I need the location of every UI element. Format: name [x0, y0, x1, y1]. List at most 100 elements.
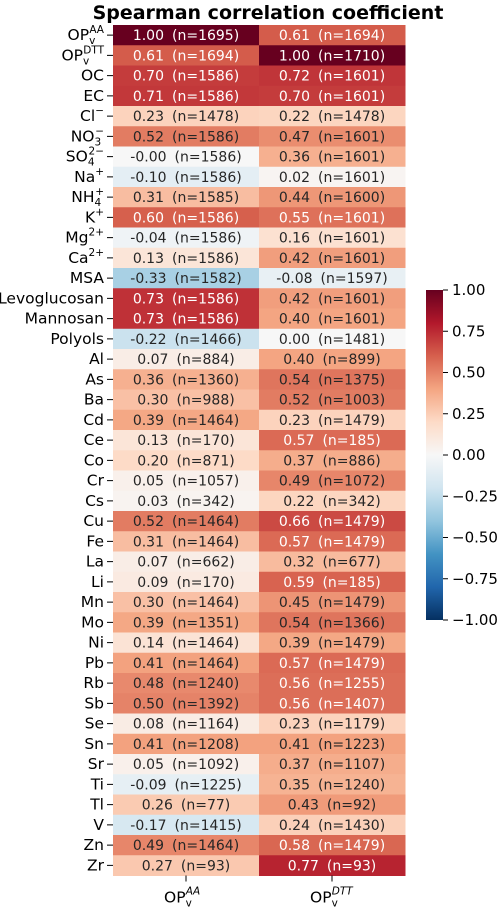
cell-n: (n=1582) [175, 271, 242, 287]
heatmap-cell [113, 288, 260, 309]
cell-label: 0.52 (n=1003) [279, 393, 385, 409]
row-label-part: OP [61, 46, 83, 64]
cell-n: (n=1479) [318, 534, 385, 550]
cell-value: 0.16 [279, 231, 310, 247]
cell-value: 0.42 [279, 251, 310, 267]
heatmap-cell [259, 430, 406, 451]
column-label-sup: DTT [332, 886, 354, 898]
row-label: Levoglucosan [0, 289, 104, 307]
cell-label: 0.03 (n=342) [137, 494, 234, 510]
heatmap-cell [259, 328, 406, 350]
cell-value: 0.70 [279, 89, 310, 105]
cell-n: (n=342) [322, 494, 380, 510]
row-label-part: Sb [84, 694, 104, 712]
row-label: OC [81, 67, 104, 85]
colorbar-tick-label: 1.00 [452, 281, 485, 299]
cell-n: (n=1240) [172, 676, 239, 692]
cell-label: 0.20 (n=871) [137, 453, 234, 469]
cell-n: (n=170) [176, 575, 234, 591]
cell-n: (n=1710) [318, 48, 385, 64]
cell-value: 0.31 [133, 534, 164, 550]
row-label-part: Ba [84, 391, 104, 409]
row-label: Al [89, 350, 104, 368]
cell-label: 0.73 (n=1586) [133, 312, 239, 328]
cell-n: (n=342) [176, 494, 234, 510]
heatmap-cell [259, 612, 406, 633]
cell-label: 0.59 (n=185) [283, 575, 380, 591]
cell-n: (n=1478) [318, 109, 385, 125]
heatmap-cell [113, 227, 260, 249]
row-label-part: v [89, 35, 95, 47]
cell-n: (n=1351) [172, 615, 239, 631]
cell-label: -0.22 (n=1466) [130, 332, 241, 348]
cell-value: 0.39 [133, 615, 164, 631]
heatmap-cell [113, 308, 260, 330]
row-label-part: Cr [87, 472, 105, 490]
cell-value: 0.26 [142, 798, 173, 814]
cell-label: 0.70 (n=1586) [133, 69, 239, 85]
row-label: Ba [84, 391, 104, 409]
row-label-part: Polyols [50, 330, 104, 348]
row-label: Mannosan [25, 310, 104, 328]
heatmap-cell [113, 673, 260, 694]
cell-n: (n=185) [322, 433, 380, 449]
cell-n: (n=1208) [172, 737, 239, 753]
cell-n: (n=1694) [172, 48, 239, 64]
cell-label: 0.42 (n=1601) [279, 291, 385, 307]
heatmap-cell [259, 855, 406, 876]
row-label-part: Na [74, 168, 95, 186]
row-label: MSA [70, 269, 104, 287]
cell-label: 0.72 (n=1601) [279, 69, 385, 85]
cell-label: 0.14 (n=1464) [133, 636, 239, 652]
cell-n: (n=1464) [172, 413, 239, 429]
cell-value: 0.73 [133, 312, 164, 328]
cell-label: 0.40 (n=1601) [279, 312, 385, 328]
row-label: V [93, 816, 104, 834]
heatmap-cell [113, 207, 260, 228]
row-label: As [85, 370, 104, 388]
row-label-part: Ca [68, 249, 88, 267]
heatmap-cell [113, 855, 260, 876]
heatmap-cell [113, 490, 260, 512]
row-label-part: As [85, 370, 104, 388]
cell-n: (n=871) [176, 453, 234, 469]
heatmap-cell [259, 166, 406, 188]
row-label: Mn [81, 593, 104, 611]
heatmap-cell [113, 25, 260, 46]
cell-n: (n=1430) [318, 818, 385, 834]
heatmap-cell [259, 511, 406, 532]
row-label: Se [85, 715, 104, 733]
row-label-part: 4 [95, 197, 102, 209]
cell-value: 0.07 [137, 352, 168, 368]
cell-n: (n=1601) [318, 291, 385, 307]
cell-n: (n=1586) [172, 210, 239, 226]
row-label-part: Pb [85, 654, 104, 672]
heatmap-cell [113, 85, 260, 107]
cell-value: 0.47 [279, 129, 310, 145]
cell-n: (n=1586) [172, 251, 239, 267]
cell-value: 0.23 [279, 717, 310, 733]
heatmap-cell [259, 268, 406, 289]
cell-n: (n=1375) [318, 372, 385, 388]
cell-value: -0.33 [130, 271, 166, 287]
heatmap-cell [259, 652, 406, 674]
cell-value: -0.09 [130, 777, 166, 793]
cell-label: 0.41 (n=1464) [133, 656, 239, 672]
heatmap-cells: 1.00 (n=1695) 0.61 (n=1694) 0.61 (n=1694) 1.00… [113, 25, 406, 876]
cell-value: 0.23 [133, 109, 164, 125]
cell-value: -0.22 [130, 332, 166, 348]
cell-value: -0.08 [276, 271, 312, 287]
row-label: OPvDTT [61, 44, 104, 67]
cell-value: 0.09 [137, 575, 168, 591]
cell-value: 0.24 [279, 818, 310, 834]
cell-label: 0.40 (n=899) [283, 352, 380, 368]
cell-value: 0.71 [133, 89, 164, 105]
heatmap-cell [113, 754, 260, 775]
row-label: Sb [84, 694, 104, 712]
cell-n: (n=92) [327, 798, 376, 814]
cell-n: (n=1225) [175, 777, 242, 793]
heatmap-cell [259, 288, 406, 309]
cell-n: (n=1586) [175, 231, 242, 247]
heatmap-cell [259, 25, 406, 46]
heatmap-cell [113, 126, 260, 147]
